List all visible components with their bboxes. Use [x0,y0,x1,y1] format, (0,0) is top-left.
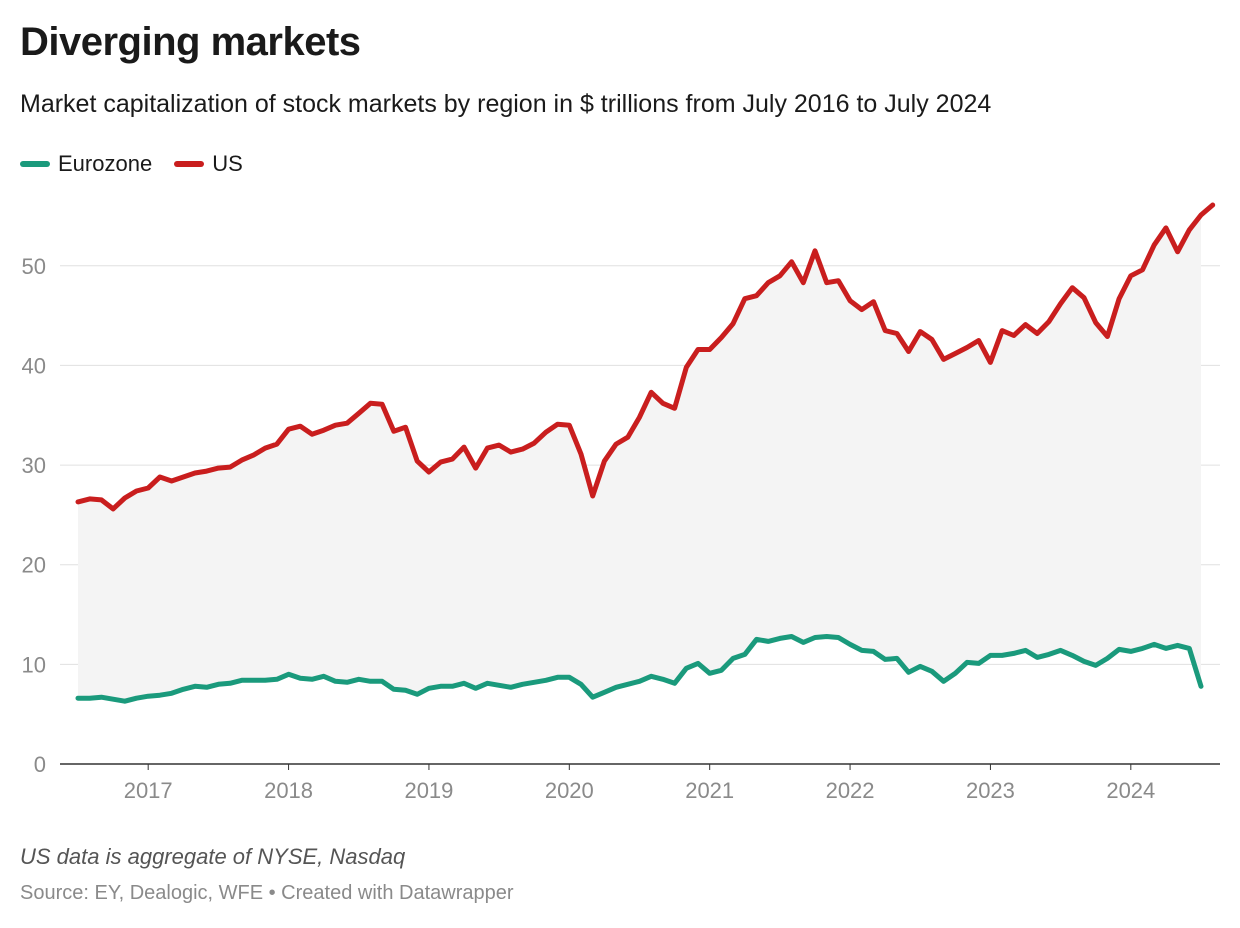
y-tick-label-10: 10 [22,652,46,677]
legend-label-eurozone: Eurozone [58,151,153,176]
chart-subtitle: Market capitalization of stock markets b… [20,90,992,118]
legend-swatch-us [174,161,205,167]
chart-note: US data is aggregate of NYSE, Nasdaq [20,844,406,869]
chart-source: Source: EY, Dealogic, WFE • Created with… [20,882,514,904]
legend-swatch-eurozone [20,161,50,167]
legend-label-us: US [212,151,243,176]
x-axis: 2017 2018 2019 2020 2021 2022 2023 2024 [60,763,1220,803]
x-tick-label-2022: 2022 [826,778,875,803]
x-tick-label-2024: 2024 [1106,778,1155,803]
series-lines [75,202,1216,704]
y-tick-label-0: 0 [34,752,46,777]
x-tick-label-2020: 2020 [545,778,594,803]
y-tick-label-40: 40 [22,353,46,378]
x-tick-label-2021: 2021 [685,778,734,803]
x-tick-label-2017: 2017 [124,778,173,803]
series-line-eurozone [75,634,1204,704]
y-tick-label-30: 30 [22,453,46,478]
y-tick-label-20: 20 [22,553,46,578]
x-tick-label-2019: 2019 [404,778,453,803]
legend: Eurozone US [20,151,243,177]
legend-item-eurozone: Eurozone [20,151,152,177]
x-tick-label-2018: 2018 [264,778,313,803]
y-axis-labels: 0 10 20 30 40 50 [22,254,46,777]
series-line-us [75,202,1216,512]
y-tick-label-50: 50 [22,254,46,279]
chart-title: Diverging markets [20,20,361,64]
line-chart: 0 10 20 30 40 50 2017 2018 2019 2020 2021 2022 2023… [22,202,1220,803]
legend-item-us: US [174,151,243,177]
x-tick-label-2023: 2023 [966,778,1015,803]
